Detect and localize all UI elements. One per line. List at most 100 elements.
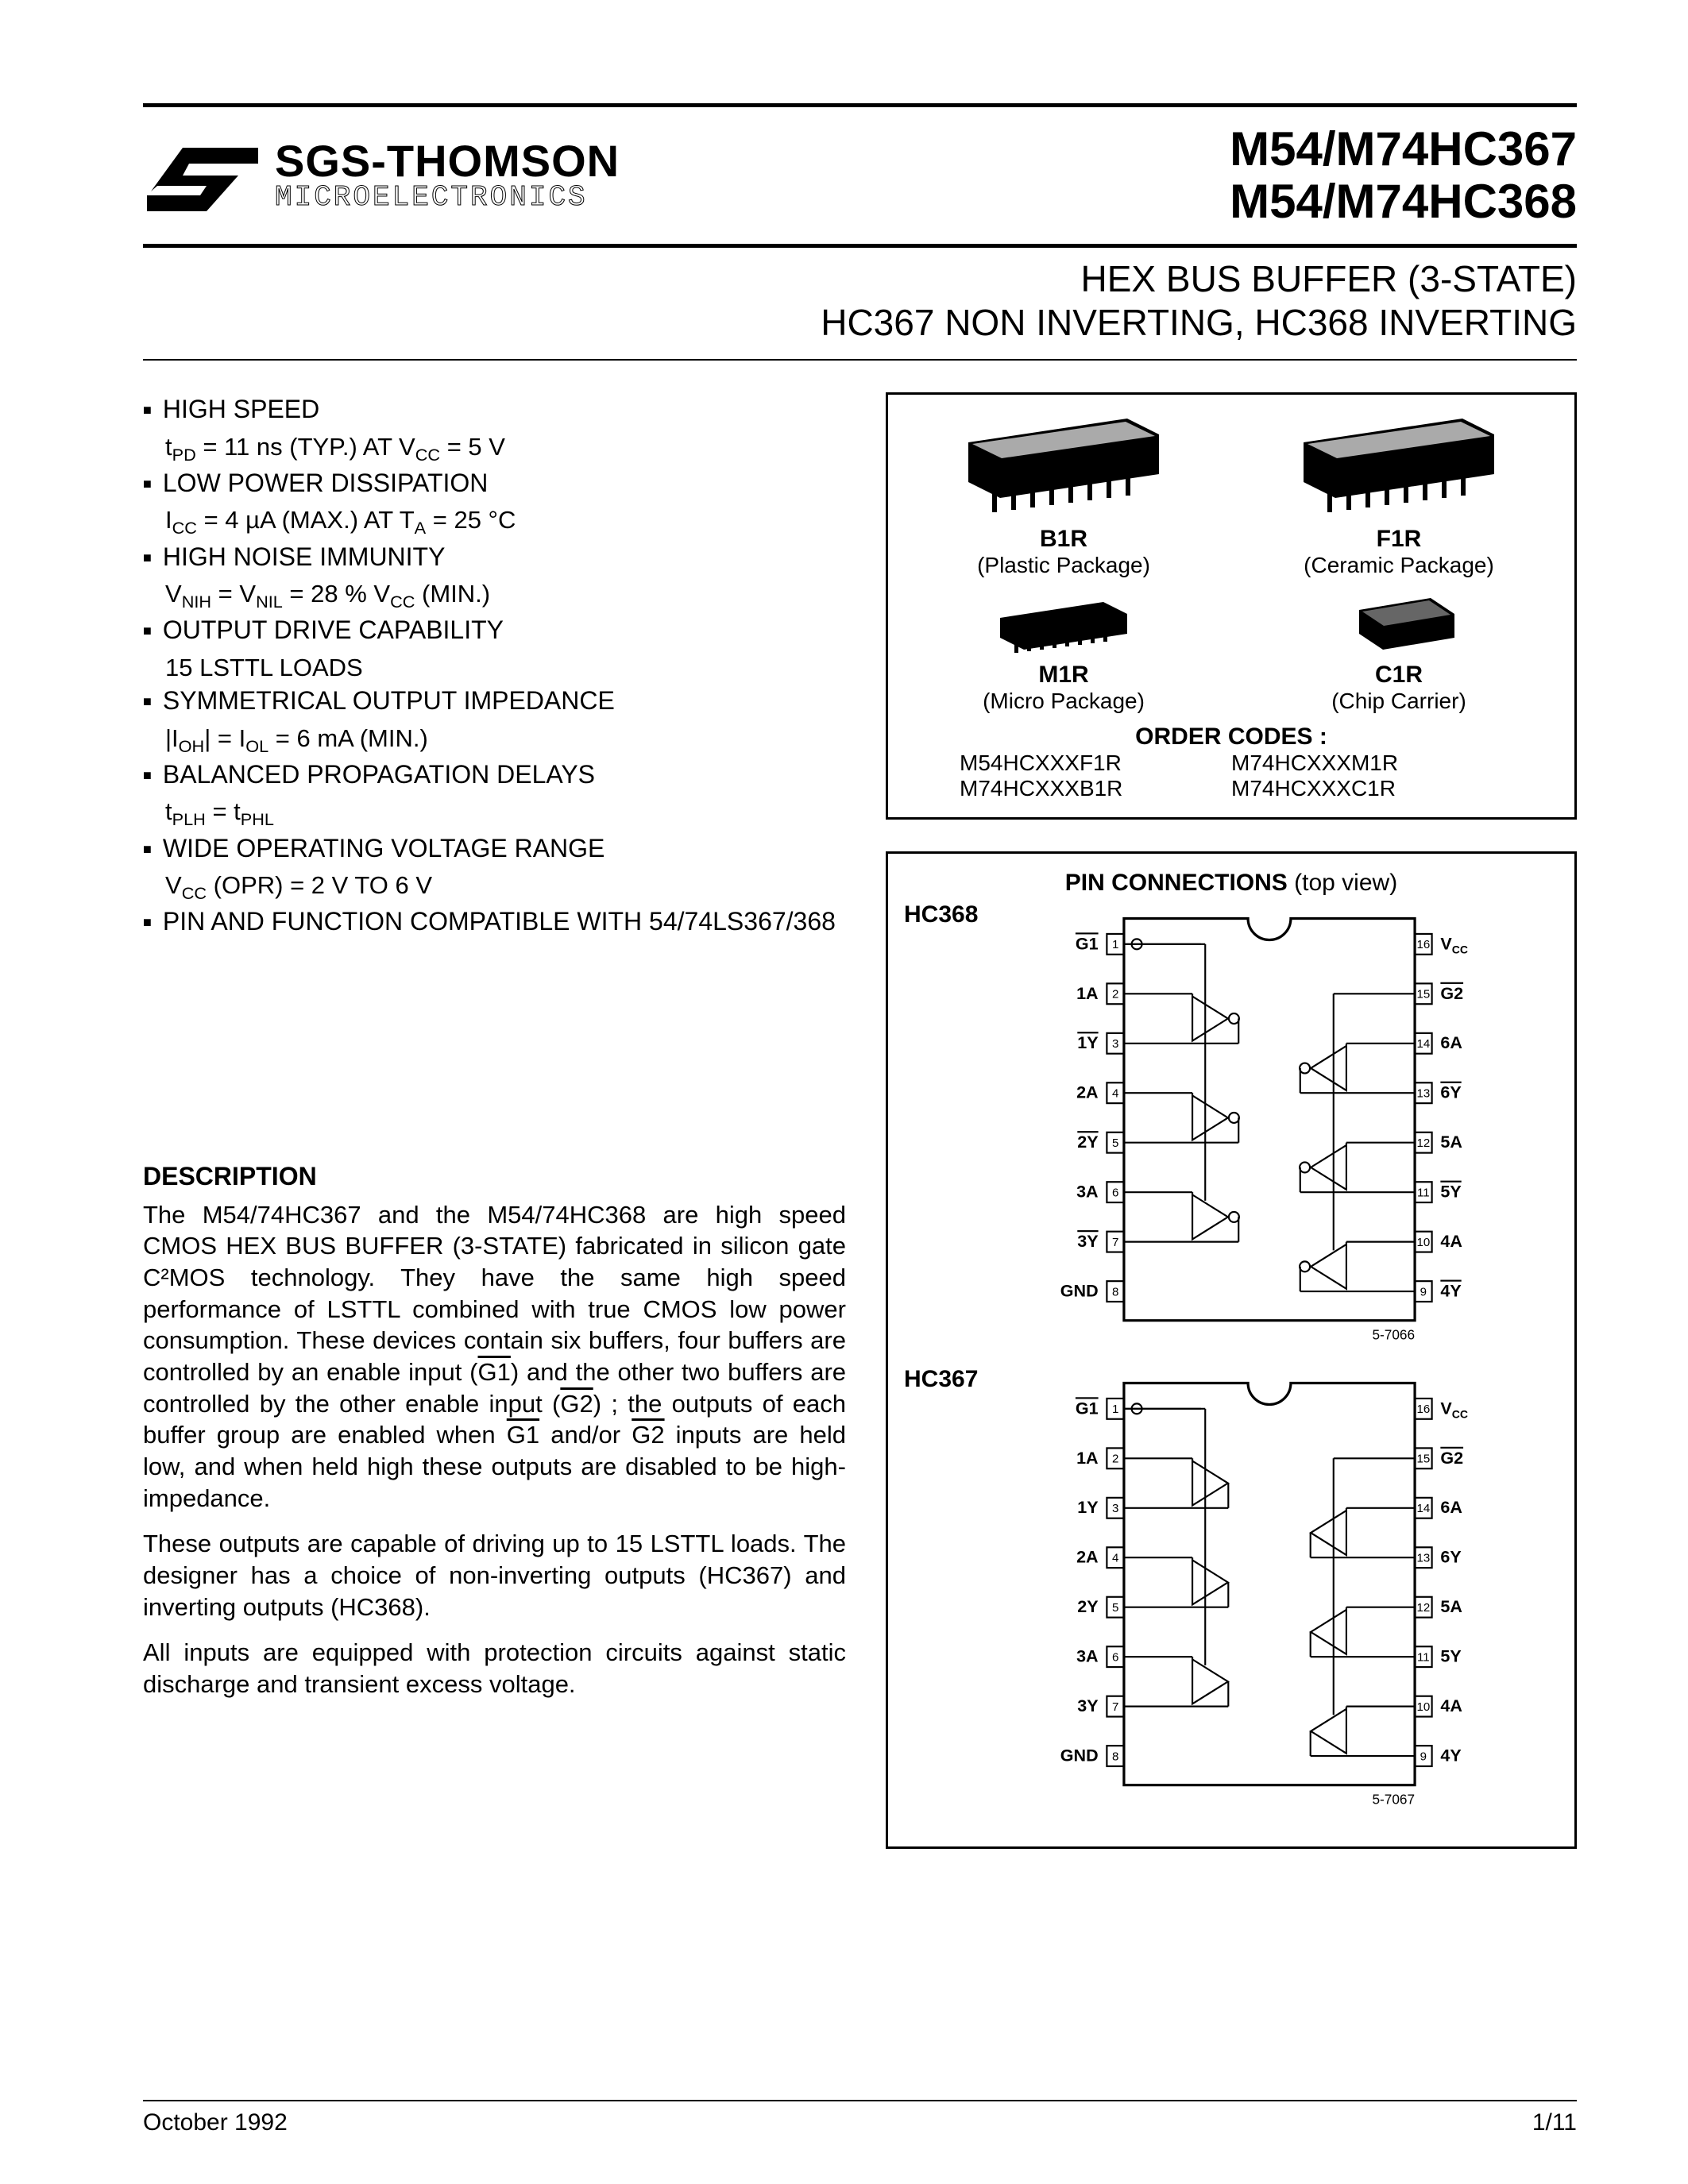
part-number-1: M54/M74HC367 xyxy=(651,123,1577,176)
feature-item: BALANCED PROPAGATION DELAYS xyxy=(143,758,846,792)
logo: SGS-THOMSON MICROELECTRONICS xyxy=(143,136,620,215)
order-heading: ORDER CODES : xyxy=(904,723,1559,751)
pin-diagram: 1G116VCC21A15G231Y146A42A136Y52Y125A63A1… xyxy=(999,901,1559,1350)
feature-subtext: VCC (OPR) = 2 V TO 6 V xyxy=(143,869,846,905)
package-name: (Chip Carrier) xyxy=(1239,689,1559,714)
pin-diagram-svg: 1G116VCC21A15G231Y146A42A136Y52Y125A63A1… xyxy=(999,901,1539,1346)
feature-item: OUTPUT DRIVE CAPABILITY xyxy=(143,613,846,647)
svg-text:4Y: 4Y xyxy=(1440,1746,1461,1765)
st-logo-icon xyxy=(143,136,262,215)
svg-text:12: 12 xyxy=(1416,1601,1430,1615)
svg-text:2: 2 xyxy=(1112,988,1118,1001)
svg-text:6: 6 xyxy=(1112,1187,1118,1200)
footer-date: October 1992 xyxy=(143,2109,288,2136)
svg-text:16: 16 xyxy=(1416,1403,1430,1417)
order-code: M74HCXXXM1R xyxy=(1231,751,1503,776)
package-code: B1R xyxy=(904,526,1223,553)
order-codes: M54HCXXXF1RM74HCXXXM1RM74HCXXXB1RM74HCXX… xyxy=(904,751,1559,801)
svg-text:2Y: 2Y xyxy=(1077,1133,1098,1152)
package-name: (Plastic Package) xyxy=(904,553,1223,578)
footer-page: 1/11 xyxy=(1532,2109,1577,2136)
svg-text:3A: 3A xyxy=(1076,1647,1099,1666)
package-code: F1R xyxy=(1239,526,1559,553)
svg-text:3: 3 xyxy=(1112,1503,1118,1516)
svg-text:14: 14 xyxy=(1416,1503,1430,1516)
package-grid: B1R (Plastic Package) F1R (Ceramic Packa… xyxy=(904,411,1559,714)
feature-subtext: tPLH = tPHL xyxy=(143,795,846,831)
description-paragraph: These outputs are capable of driving up … xyxy=(143,1528,846,1623)
pin-diagram-svg: 1G116VCC21A15G231Y146A42A136Y52Y125A63A1… xyxy=(999,1366,1539,1811)
svg-text:1A: 1A xyxy=(1076,984,1099,1003)
package-cell: B1R (Plastic Package) xyxy=(904,411,1223,578)
svg-text:G2: G2 xyxy=(1440,1449,1463,1468)
svg-text:6: 6 xyxy=(1112,1651,1118,1665)
svg-text:10: 10 xyxy=(1416,1236,1430,1249)
feature-subtext: tPD = 11 ns (TYP.) AT VCC = 5 V xyxy=(143,430,846,466)
svg-text:6A: 6A xyxy=(1440,1034,1462,1053)
svg-text:3: 3 xyxy=(1112,1038,1118,1051)
description-heading: DESCRIPTION xyxy=(143,1162,846,1191)
order-code: M74HCXXXB1R xyxy=(960,776,1231,801)
pin-heading-main: PIN CONNECTIONS xyxy=(1065,870,1288,896)
svg-text:6Y: 6Y xyxy=(1440,1548,1461,1567)
svg-text:3Y: 3Y xyxy=(1077,1696,1098,1715)
svg-text:4A: 4A xyxy=(1440,1232,1462,1251)
svg-text:G1: G1 xyxy=(1076,935,1099,954)
header: SGS-THOMSON MICROELECTRONICS M54/M74HC36… xyxy=(143,107,1577,244)
part-number-2: M54/M74HC368 xyxy=(651,176,1577,228)
package-cell: F1R (Ceramic Package) xyxy=(1239,411,1559,578)
pin-device: HC368 1G116VCC21A15G231Y146A42A136Y52Y12… xyxy=(904,901,1559,1350)
svg-text:5A: 5A xyxy=(1440,1598,1462,1617)
right-column: B1R (Plastic Package) F1R (Ceramic Packa… xyxy=(886,392,1577,1849)
pin-heading: PIN CONNECTIONS (top view) xyxy=(904,870,1559,897)
mid-rule-2 xyxy=(143,359,1577,361)
order-code: M54HCXXXF1R xyxy=(960,751,1231,776)
footer: October 1992 1/11 xyxy=(143,2100,1577,2136)
order-code: M74HCXXXC1R xyxy=(1231,776,1503,801)
pin-device: HC367 1G116VCC21A15G231Y146A42A136Y52Y12… xyxy=(904,1366,1559,1815)
pin-diagram: 1G116VCC21A15G231Y146A42A136Y52Y125A63A1… xyxy=(999,1366,1559,1815)
svg-text:1A: 1A xyxy=(1076,1449,1099,1468)
svg-text:3A: 3A xyxy=(1076,1183,1099,1202)
brand-main: SGS-THOMSON xyxy=(275,139,620,183)
svg-text:13: 13 xyxy=(1416,1087,1430,1101)
pin-heading-suffix: (top view) xyxy=(1294,870,1397,896)
description-paragraph: The M54/74HC367 and the M54/74HC368 are … xyxy=(143,1199,846,1515)
svg-text:1Y: 1Y xyxy=(1077,1499,1098,1518)
package-name: (Ceramic Package) xyxy=(1239,553,1559,578)
svg-text:4Y: 4Y xyxy=(1440,1282,1461,1301)
svg-text:5Y: 5Y xyxy=(1440,1647,1461,1666)
svg-text:14: 14 xyxy=(1416,1038,1430,1051)
feature-item: PIN AND FUNCTION COMPATIBLE WITH 54/74LS… xyxy=(143,905,846,939)
svg-text:11: 11 xyxy=(1417,1187,1430,1200)
svg-text:7: 7 xyxy=(1112,1700,1118,1714)
svg-text:4A: 4A xyxy=(1440,1696,1462,1715)
svg-text:9: 9 xyxy=(1420,1286,1427,1299)
feature-item: HIGH NOISE IMMUNITY xyxy=(143,540,846,574)
package-cell: C1R (Chip Carrier) xyxy=(1239,586,1559,714)
svg-text:5-7067: 5-7067 xyxy=(1372,1792,1415,1808)
package-icon xyxy=(904,411,1223,526)
svg-text:4: 4 xyxy=(1112,1087,1118,1101)
part-numbers: M54/M74HC367 M54/M74HC368 xyxy=(651,123,1577,228)
features-list: HIGH SPEEDtPD = 11 ns (TYP.) AT VCC = 5 … xyxy=(143,392,846,939)
svg-text:2Y: 2Y xyxy=(1077,1598,1098,1617)
svg-text:5: 5 xyxy=(1112,1136,1118,1150)
description-paragraph: All inputs are equipped with protection … xyxy=(143,1637,846,1700)
package-icon xyxy=(904,586,1223,662)
svg-text:8: 8 xyxy=(1112,1286,1118,1299)
package-cell: M1R (Micro Package) xyxy=(904,586,1223,714)
subtitle-line2: HC367 NON INVERTING, HC368 INVERTING xyxy=(143,301,1577,345)
svg-text:2A: 2A xyxy=(1076,1083,1099,1102)
svg-text:6Y: 6Y xyxy=(1440,1083,1461,1102)
subtitle: HEX BUS BUFFER (3-STATE) HC367 NON INVER… xyxy=(143,248,1577,359)
svg-text:3Y: 3Y xyxy=(1077,1232,1098,1251)
feature-item: WIDE OPERATING VOLTAGE RANGE xyxy=(143,832,846,866)
svg-text:16: 16 xyxy=(1416,939,1430,952)
svg-text:15: 15 xyxy=(1416,1453,1430,1466)
svg-text:5: 5 xyxy=(1112,1601,1118,1615)
pin-devices: HC368 1G116VCC21A15G231Y146A42A136Y52Y12… xyxy=(904,901,1559,1815)
svg-text:12: 12 xyxy=(1416,1136,1430,1150)
svg-text:6A: 6A xyxy=(1440,1499,1462,1518)
svg-text:G1: G1 xyxy=(1076,1399,1099,1418)
